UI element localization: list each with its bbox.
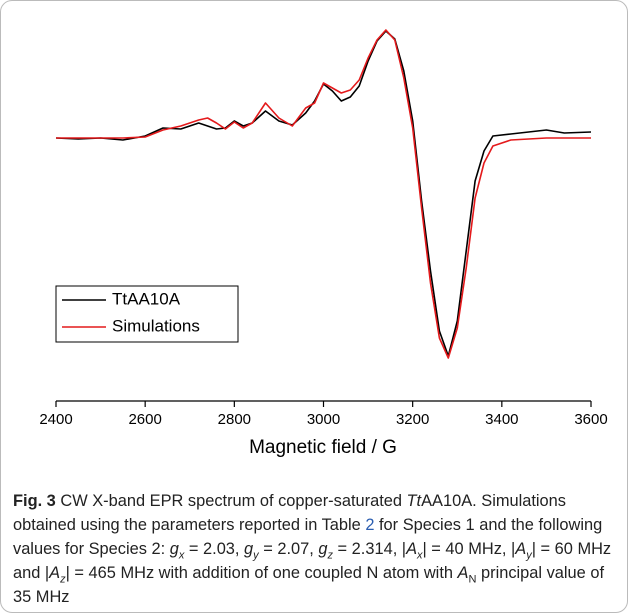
caption-text: for Species 1 and the following values f… (13, 516, 603, 558)
x-tick-label: 3200 (396, 411, 429, 428)
caption-text: g (169, 540, 179, 558)
legend-label: Simulations (112, 316, 200, 335)
x-tick-label: 3400 (485, 411, 518, 428)
caption-text: y (253, 549, 259, 562)
x-tick-label: 3600 (574, 411, 607, 428)
caption-text: = 2.314, | (333, 540, 407, 558)
caption-text: | = 40 MHz, | (422, 540, 516, 558)
caption-text: g (244, 540, 254, 558)
series-line (55, 30, 592, 357)
caption-text: A (457, 564, 469, 582)
caption-text: = 2.07, (258, 540, 319, 558)
caption-text: x (178, 549, 185, 562)
x-axis-label: Magnetic field / G (249, 437, 397, 458)
chart: Magnetic field / G 2400 2600 2800 3000 3200 3… (39, 29, 608, 458)
caption: Fig. 3 CW X-band EPR spectrum of copper-… (13, 489, 619, 609)
caption-text: z (60, 573, 66, 586)
caption-text: Tt (406, 492, 422, 510)
caption-text: principal value of 35 MHz (13, 564, 604, 606)
x-tick-label: 2800 (218, 411, 251, 428)
caption-text: Fig. 3 (13, 492, 56, 510)
table-link[interactable]: 2 (365, 516, 375, 534)
caption-text: AA10A. Simulations obtained using the pa… (13, 492, 566, 534)
caption-text: N (468, 573, 477, 586)
caption-text: | = 465 MHz with addition of one coupled… (65, 564, 458, 582)
caption-text: = 2.03, (184, 540, 245, 558)
caption-text: A (406, 540, 417, 558)
x-tick-label: 2600 (128, 411, 161, 428)
x-tick-label: 2400 (39, 411, 72, 428)
legend-box (55, 285, 239, 343)
caption-text: CW X-band EPR spectrum of copper-saturat… (55, 492, 407, 510)
series-line (56, 29, 591, 359)
x-tick-label: 3000 (307, 411, 340, 428)
caption-text: | = 60 MHz and | (13, 540, 612, 582)
caption-text: y (526, 549, 532, 562)
legend-label: TtAA10A (112, 289, 181, 308)
caption-text: g (318, 540, 328, 558)
caption-text: x (417, 549, 423, 562)
caption-text: z (327, 549, 334, 562)
caption-text: A (49, 564, 61, 582)
caption-text: A (515, 540, 527, 558)
